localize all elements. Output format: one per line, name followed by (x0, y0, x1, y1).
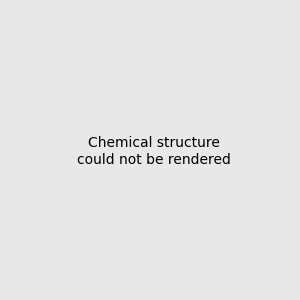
Text: Chemical structure
could not be rendered: Chemical structure could not be rendered (77, 136, 231, 166)
